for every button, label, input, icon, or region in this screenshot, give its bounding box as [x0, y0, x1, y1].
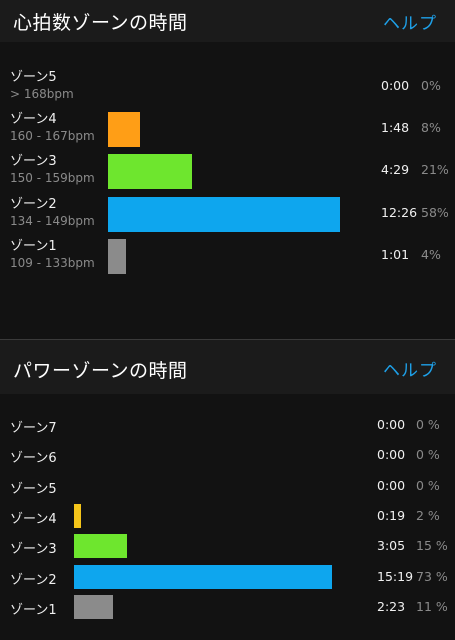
- heart-rate-zones-title: 心拍数ゾーンの時間: [13, 12, 188, 34]
- zone-name: ゾーン2: [10, 572, 57, 588]
- heart-rate-zones-list: ゾーン5 > 168bpm 0:00 0% ゾーン4 160 - 167bpm 1:48 8%…: [0, 42, 455, 339]
- hr-zone-row: ゾーン2 134 - 149bpm 12:26 58%: [0, 192, 455, 234]
- zone-percent: 21%: [421, 162, 449, 178]
- zone-bpm-range: 109 - 133bpm: [10, 255, 95, 270]
- section-divider: [0, 339, 455, 340]
- hr-zone-row: ゾーン3 150 - 159bpm 4:29 21%: [0, 149, 455, 191]
- zone-bpm-range: 150 - 159bpm: [10, 171, 95, 186]
- zone-percent: 11 %: [416, 598, 448, 614]
- heart-rate-zones-header: 心拍数ゾーンの時間 ヘルプ: [0, 0, 455, 42]
- zone-bpm-range: 160 - 167bpm: [10, 129, 95, 144]
- hr-zone-row: ゾーン1 109 - 133bpm 1:01 4%: [0, 234, 455, 276]
- zone-name: ゾーン6: [10, 451, 57, 467]
- zone-time: 0:00: [377, 417, 406, 432]
- power-zone-row: ゾーン2 15:19 73 %: [0, 563, 455, 593]
- zone-bar: [108, 112, 140, 148]
- power-zone-row: ゾーン5 0:00 0 %: [0, 472, 455, 502]
- zone-bar: [108, 196, 340, 232]
- zone-time: 0:19: [377, 507, 406, 523]
- zone-percent: 8%: [421, 120, 441, 136]
- zone-bar: [108, 154, 192, 190]
- zone-time: 3:05: [377, 538, 406, 554]
- zone-percent: 15 %: [416, 538, 448, 554]
- zone-percent: 0%: [421, 78, 441, 93]
- zone-percent: 4%: [421, 246, 441, 262]
- zone-name: ゾーン4: [10, 511, 57, 527]
- zone-name: ゾーン1: [10, 238, 57, 254]
- zone-percent: 0 %: [416, 447, 440, 463]
- hr-zone-row: ゾーン5 > 168bpm 0:00 0%: [0, 65, 455, 107]
- zone-name: ゾーン3: [10, 542, 57, 558]
- zone-time: 15:19: [377, 568, 414, 584]
- power-zone-row: ゾーン3 3:05 15 %: [0, 532, 455, 562]
- zone-percent: 2 %: [416, 507, 440, 523]
- power-help-link[interactable]: ヘルプ: [383, 361, 437, 381]
- zone-percent: 0 %: [416, 417, 440, 432]
- zone-name: ゾーン2: [10, 196, 57, 212]
- power-zones-list: ゾーン7 0:00 0 % ゾーン6 0:00 0 % ゾーン5 0:00 0 % ゾーン4 0:1…: [0, 394, 455, 640]
- zone-time: 1:01: [381, 246, 410, 262]
- zone-time: 0:00: [377, 447, 406, 463]
- heart-rate-help-link[interactable]: ヘルプ: [383, 14, 437, 34]
- zone-name: ゾーン5: [10, 70, 57, 85]
- zone-bar: [74, 503, 81, 528]
- hr-zone-row: ゾーン4 160 - 167bpm 1:48 8%: [0, 107, 455, 149]
- power-zone-row: ゾーン6 0:00 0 %: [0, 441, 455, 471]
- zone-bpm-range: > 168bpm: [10, 87, 74, 101]
- zone-percent: 58%: [421, 204, 449, 220]
- zone-name: ゾーン4: [10, 112, 57, 128]
- zone-time: 0:00: [381, 78, 410, 93]
- zone-bar: [74, 534, 127, 559]
- zone-bar: [74, 564, 332, 589]
- heart-rate-zones-section: 心拍数ゾーンの時間 ヘルプ ゾーン5 > 168bpm 0:00 0% ゾーン4 160 …: [0, 0, 455, 339]
- zone-time: 12:26: [381, 204, 418, 220]
- zone-bar: [74, 594, 113, 619]
- zone-percent: 73 %: [416, 568, 448, 584]
- power-zones-title: パワーゾーンの時間: [13, 360, 188, 382]
- zone-name: ゾーン1: [10, 602, 57, 618]
- zone-time: 2:23: [377, 598, 406, 614]
- power-zone-row: ゾーン7 0:00 0 %: [0, 411, 455, 441]
- zone-name: ゾーン3: [10, 154, 57, 170]
- zone-bpm-range: 134 - 149bpm: [10, 213, 95, 228]
- zone-name: ゾーン7: [10, 421, 57, 436]
- power-zone-row: ゾーン4 0:19 2 %: [0, 502, 455, 532]
- zone-time: 4:29: [381, 162, 410, 178]
- power-zones-section: パワーゾーンの時間 ヘルプ ゾーン7 0:00 0 % ゾーン6 0:00 0 % ゾーン5…: [0, 340, 455, 640]
- power-zone-row: ゾーン1 2:23 11 %: [0, 593, 455, 623]
- zone-bar: [108, 238, 126, 274]
- zone-name: ゾーン5: [10, 481, 57, 497]
- zone-time: 0:00: [377, 477, 406, 493]
- zone-percent: 0 %: [416, 477, 440, 493]
- power-zones-header: パワーゾーンの時間 ヘルプ: [0, 340, 455, 394]
- zone-time: 1:48: [381, 120, 410, 136]
